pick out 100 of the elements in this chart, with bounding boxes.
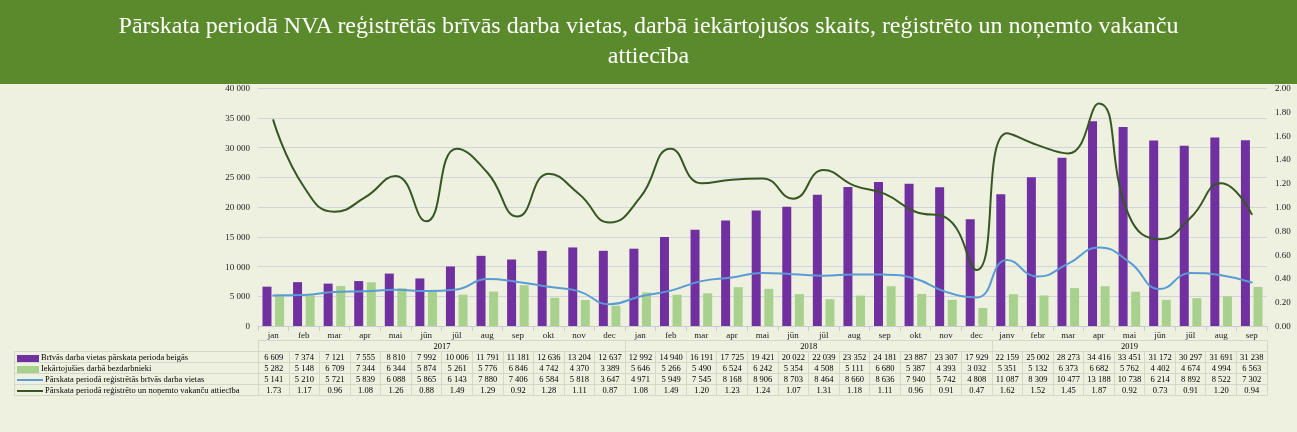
y2-tick-label: 0.80 xyxy=(1275,225,1292,236)
bar xyxy=(1070,288,1080,326)
x-tick-label: aug xyxy=(480,329,495,340)
bar xyxy=(764,288,774,326)
bar xyxy=(580,300,590,326)
data-label: 12 637 xyxy=(594,351,626,363)
data-label: 22 039 xyxy=(808,351,840,363)
data-label: 6 524 xyxy=(716,362,748,374)
data-label: 5 490 xyxy=(686,362,717,374)
x-tick-label: dec xyxy=(970,329,983,340)
bar xyxy=(965,219,975,326)
bar xyxy=(519,285,529,326)
data-label: 1.87 xyxy=(1083,384,1115,396)
data-label: 11 087 xyxy=(992,373,1023,385)
data-label: 4 674 xyxy=(1175,362,1206,374)
data-label: 6 682 xyxy=(1083,362,1115,374)
data-label: 17 929 xyxy=(961,351,992,363)
data-label: 7 121 xyxy=(319,351,351,363)
data-label: 8 636 xyxy=(869,373,901,385)
x-tick-label: janv xyxy=(998,329,1016,340)
bar xyxy=(550,297,560,326)
data-label: 4 742 xyxy=(533,362,565,374)
data-label: 10 006 xyxy=(441,351,473,363)
bar xyxy=(659,237,669,326)
data-label: 28 273 xyxy=(1053,351,1084,363)
y2-tick-label: 0.60 xyxy=(1275,249,1292,260)
bar xyxy=(366,282,376,326)
x-tick-label: apr xyxy=(726,329,738,340)
data-label: 30 297 xyxy=(1175,351,1206,363)
data-label: 5 818 xyxy=(564,373,595,385)
bar xyxy=(690,229,700,326)
data-label: 5 351 xyxy=(992,362,1023,374)
y-tick-label: 20 000 xyxy=(225,202,251,212)
bar xyxy=(1008,294,1018,326)
data-label: 0.96 xyxy=(319,384,351,396)
y2-tick-label: 1.00 xyxy=(1275,202,1292,212)
data-label: 1.23 xyxy=(716,384,748,396)
y-tick-label: 5 000 xyxy=(229,291,251,302)
y-tick-label: 35 000 xyxy=(225,112,251,123)
legend-label: Pārskata periodā reģistrētās brīvās darba vietas xyxy=(14,373,259,385)
data-label: 0.88 xyxy=(411,384,442,396)
data-label: 5 282 xyxy=(258,362,290,374)
data-label: 12 992 xyxy=(625,351,656,363)
x-tick-label: mai xyxy=(755,329,770,340)
chart-title: Pārskata periodā NVA reģistrētās brīvās darba vietas, darbā iekārtojušos skaits, reģistrēto un noņemto vakanču attiecība xyxy=(0,0,1297,84)
data-label: 4 402 xyxy=(1144,362,1176,374)
bar xyxy=(1192,298,1202,326)
data-label: 1.28 xyxy=(533,384,565,396)
bar xyxy=(476,255,486,326)
y-tick-label: 10 000 xyxy=(225,261,251,272)
data-label: 23 352 xyxy=(839,351,870,363)
x-tick-label: sep xyxy=(511,329,525,340)
data-label: 7 940 xyxy=(900,373,931,385)
data-label: 31 172 xyxy=(1144,351,1176,363)
x-tick-label: nov xyxy=(572,329,587,340)
data-label: 31 238 xyxy=(1236,351,1268,363)
data-label: 5 874 xyxy=(411,362,442,374)
bar xyxy=(1253,286,1263,326)
y2-tick-label: 0.40 xyxy=(1275,273,1292,284)
data-label: 8 892 xyxy=(1175,373,1206,385)
bar xyxy=(427,291,437,326)
bar xyxy=(507,259,517,326)
data-label: 4 508 xyxy=(808,362,840,374)
data-label: 5 354 xyxy=(778,362,809,374)
data-label: 5 141 xyxy=(258,373,290,385)
x-tick-label: mar xyxy=(327,329,342,340)
data-label: 1.26 xyxy=(380,384,412,396)
data-label: 4 971 xyxy=(625,373,656,385)
bar xyxy=(1222,296,1232,326)
bar xyxy=(904,183,914,326)
bar xyxy=(996,194,1006,326)
data-label: 6 680 xyxy=(869,362,901,374)
bar xyxy=(397,288,407,326)
bar xyxy=(1039,295,1049,326)
x-tick-label: dec xyxy=(603,329,616,340)
x-tick-label: okt xyxy=(909,329,922,340)
bar xyxy=(886,286,896,326)
y-tick-label: 40 000 xyxy=(225,83,251,93)
data-label: 5 261 xyxy=(441,362,473,374)
data-label: 6 373 xyxy=(1053,362,1084,374)
data-label: 16 191 xyxy=(686,351,717,363)
data-label: 8 168 xyxy=(716,373,748,385)
y2-tick-label: 0.20 xyxy=(1275,297,1292,308)
data-label: 6 609 xyxy=(258,351,290,363)
bar xyxy=(336,286,346,326)
bar xyxy=(672,294,682,326)
data-label: 5 387 xyxy=(900,362,931,374)
data-label: 0.87 xyxy=(594,384,626,396)
bar xyxy=(275,294,285,326)
data-label: 7 555 xyxy=(350,351,381,363)
data-label: 8 660 xyxy=(839,373,870,385)
data-label: 5 776 xyxy=(472,362,503,374)
x-tick-label: sep xyxy=(878,329,892,340)
x-tick-label: okt xyxy=(542,329,555,340)
data-label: 8 906 xyxy=(747,373,779,385)
bar xyxy=(812,194,822,326)
data-label: 1.08 xyxy=(350,384,381,396)
y2-tick-label: 1.80 xyxy=(1275,106,1292,117)
data-label: 10 477 xyxy=(1053,373,1084,385)
data-label: 34 416 xyxy=(1083,351,1115,363)
